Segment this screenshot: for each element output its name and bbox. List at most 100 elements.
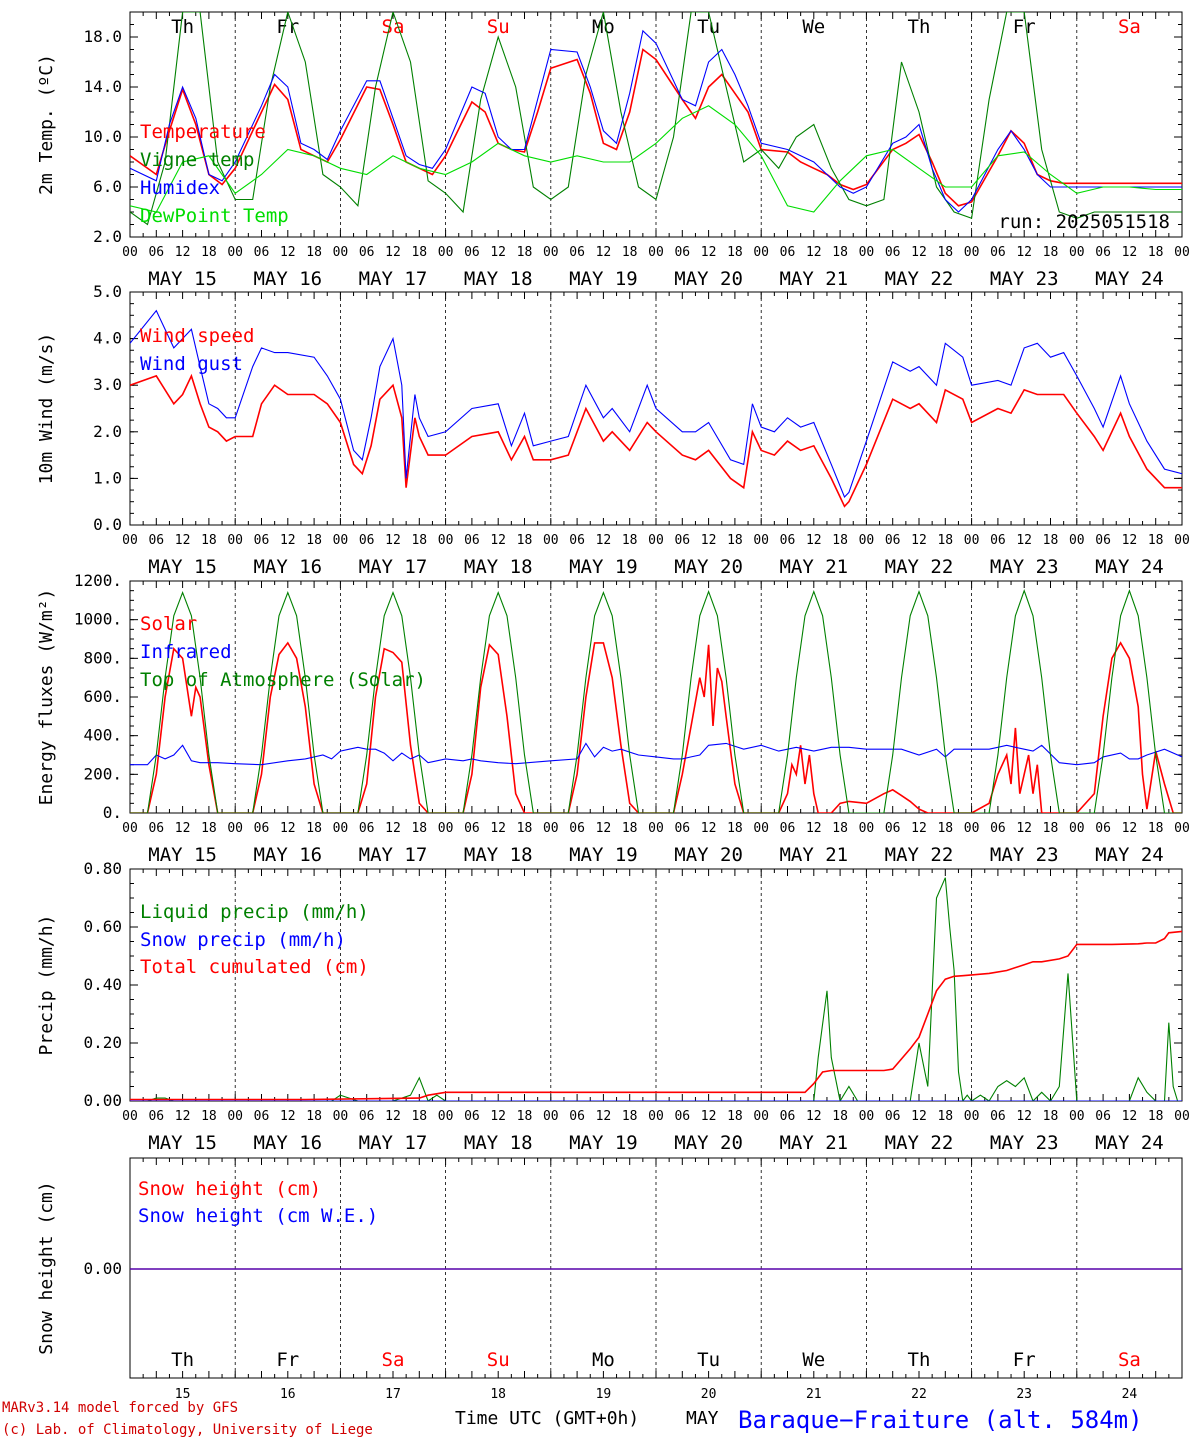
hour-tick-label: 00 bbox=[648, 821, 664, 836]
panel-5: 0.00 Snow height (cm) Th Fr Sa Su Mo Tu We Th Fr Sa… bbox=[36, 1157, 1183, 1402]
day-name-label: Th bbox=[908, 16, 931, 38]
day-name-label: Fr bbox=[1013, 1349, 1036, 1371]
day-name-label: Fr bbox=[276, 16, 299, 38]
hour-tick-label: 12 bbox=[280, 245, 296, 260]
hour-tick-label: 06 bbox=[674, 1109, 690, 1124]
date-label: MAY 23 bbox=[990, 556, 1059, 578]
day-name-label: Sa bbox=[1118, 16, 1141, 38]
hour-tick-label: 06 bbox=[254, 821, 270, 836]
day-name-label: Mo bbox=[592, 16, 615, 38]
series-group bbox=[130, 309, 1182, 508]
date-label: MAY 16 bbox=[253, 268, 322, 290]
hour-tick-label: 06 bbox=[990, 1109, 1006, 1124]
day-number-label: 24 bbox=[1122, 1387, 1138, 1402]
hour-tick-label: 06 bbox=[148, 245, 164, 260]
hour-tick-label: 18 bbox=[517, 533, 533, 548]
hour-tick-label: 00 bbox=[333, 1109, 349, 1124]
hour-tick-label: 00 bbox=[964, 533, 980, 548]
hour-tick-label: 12 bbox=[1016, 1109, 1032, 1124]
series-line-top-of-atmosphere-solar- bbox=[130, 589, 1182, 813]
hour-tick-label: 00 bbox=[859, 533, 875, 548]
hour-tick-label: 12 bbox=[175, 821, 191, 836]
hour-tick-label: 18 bbox=[1043, 1109, 1059, 1124]
y-tick-label: 0.00 bbox=[83, 1259, 122, 1278]
hour-tick-label: 18 bbox=[727, 821, 743, 836]
date-label: MAY 19 bbox=[569, 844, 638, 866]
day-name-label: Sa bbox=[1118, 1349, 1141, 1371]
hour-tick-label: 00 bbox=[333, 821, 349, 836]
legend-entry: Top of Atmosphere (Solar) bbox=[140, 669, 426, 691]
hour-tick-label: 06 bbox=[674, 245, 690, 260]
hour-tick-label: 06 bbox=[569, 821, 585, 836]
day-name-label: Tu bbox=[697, 1349, 720, 1371]
date-label: MAY 18 bbox=[464, 1132, 533, 1154]
hour-tick-label: 06 bbox=[1095, 245, 1111, 260]
hour-tick-label: 06 bbox=[359, 821, 375, 836]
date-label: MAY 18 bbox=[464, 268, 533, 290]
hour-tick-label: 00 bbox=[227, 821, 243, 836]
series-group bbox=[130, 877, 1182, 1101]
date-label: MAY 16 bbox=[253, 556, 322, 578]
date-label: MAY 20 bbox=[674, 1132, 743, 1154]
date-label: MAY 16 bbox=[253, 844, 322, 866]
hour-tick-label: 00 bbox=[227, 1109, 243, 1124]
hour-tick-label: 00 bbox=[122, 533, 138, 548]
hour-tick-label: 18 bbox=[411, 245, 427, 260]
panel-frame bbox=[129, 11, 1183, 238]
y-tick-label: 0.60 bbox=[83, 917, 122, 936]
hour-tick-label: 18 bbox=[306, 1109, 322, 1124]
hour-tick-label: 18 bbox=[1043, 245, 1059, 260]
hour-tick-label: 06 bbox=[464, 533, 480, 548]
y-axis-label: 10m Wind (m/s) bbox=[36, 333, 57, 485]
legend-entry: Liquid precip (mm/h) bbox=[140, 901, 369, 923]
time-axis-label: Time UTC (GMT+0h) bbox=[455, 1408, 639, 1429]
hour-tick-label: 12 bbox=[806, 533, 822, 548]
hour-tick-label: 00 bbox=[753, 1109, 769, 1124]
day-number-label: 16 bbox=[280, 1387, 296, 1402]
y-tick-label: 6.0 bbox=[93, 177, 122, 196]
y-axis-label: Energy fluxes (W/m²) bbox=[36, 589, 57, 806]
hour-tick-label: 06 bbox=[1095, 533, 1111, 548]
date-label: MAY 21 bbox=[779, 268, 848, 290]
legend-entry: Temperature bbox=[140, 121, 266, 143]
hour-tick-label: 06 bbox=[780, 533, 796, 548]
hour-tick-label: 12 bbox=[596, 245, 612, 260]
hour-tick-label: 12 bbox=[911, 1109, 927, 1124]
y-tick-label: 14.0 bbox=[83, 77, 122, 96]
series-group bbox=[130, 12, 1182, 226]
hour-tick-label: 06 bbox=[674, 533, 690, 548]
hour-tick-label: 06 bbox=[464, 245, 480, 260]
run-annotation: run: 2025051518 bbox=[998, 211, 1170, 233]
hour-tick-label: 18 bbox=[1148, 1109, 1164, 1124]
day-name-label: Th bbox=[908, 1349, 931, 1371]
date-label: MAY 15 bbox=[148, 1132, 217, 1154]
hour-tick-label: 06 bbox=[885, 245, 901, 260]
hour-tick-label: 12 bbox=[596, 821, 612, 836]
y-tick-label: 0.00 bbox=[83, 1091, 122, 1110]
day-number-label: 23 bbox=[1016, 1387, 1032, 1402]
legend-entry: Vigne temp bbox=[140, 149, 254, 171]
hour-tick-label: 12 bbox=[490, 533, 506, 548]
date-label: MAY 24 bbox=[1095, 268, 1164, 290]
y-tick-label: 0.80 bbox=[83, 859, 122, 878]
y-tick-label: 0.0 bbox=[93, 515, 122, 534]
hour-tick-label: 00 bbox=[648, 533, 664, 548]
model-credit-text: MARv3.14 model forced by GFS bbox=[2, 1400, 238, 1416]
day-name-label: Mo bbox=[592, 1349, 615, 1371]
day-name-label: Su bbox=[487, 16, 510, 38]
hour-tick-label: 12 bbox=[806, 1109, 822, 1124]
hour-tick-label: 18 bbox=[832, 1109, 848, 1124]
day-number-label: 20 bbox=[701, 1387, 717, 1402]
day-name-label: Tu bbox=[697, 16, 720, 38]
legend-entry: DewPoint Temp bbox=[140, 205, 289, 227]
hour-tick-label: 06 bbox=[569, 245, 585, 260]
hour-tick-label: 06 bbox=[148, 533, 164, 548]
hour-tick-label: 12 bbox=[596, 533, 612, 548]
hour-tick-label: 18 bbox=[1148, 533, 1164, 548]
hour-tick-label: 00 bbox=[333, 533, 349, 548]
y-tick-label: 1000. bbox=[74, 610, 122, 629]
hour-tick-label: 06 bbox=[780, 1109, 796, 1124]
legend-entry: Solar bbox=[140, 613, 197, 635]
hour-tick-label: 06 bbox=[990, 533, 1006, 548]
legend-entry: Snow height (cm W.E.) bbox=[138, 1205, 378, 1227]
